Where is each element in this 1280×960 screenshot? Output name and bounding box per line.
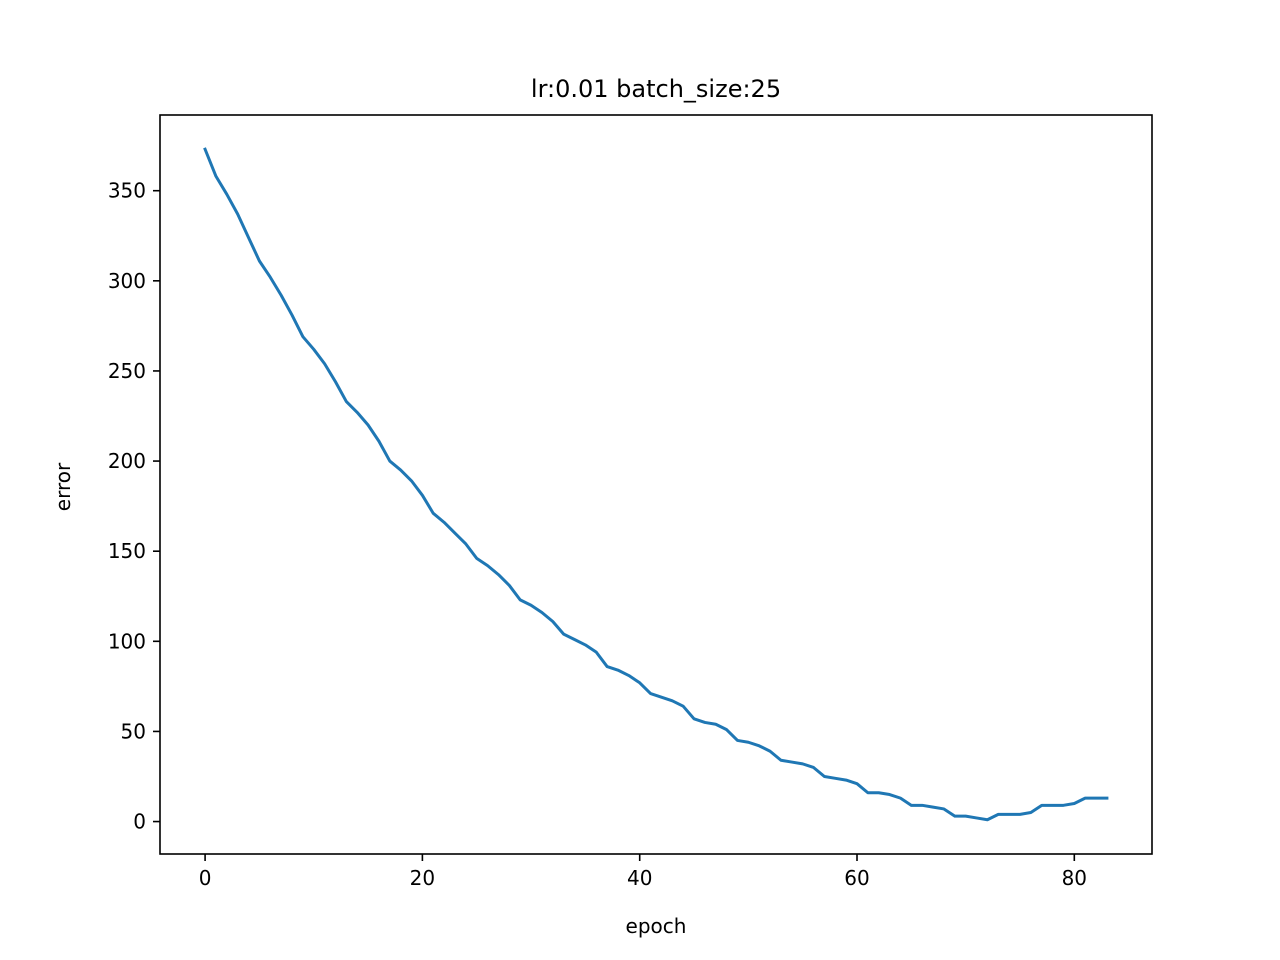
y-tick-label: 250 [108,359,146,383]
chart-title: lr:0.01 batch_size:25 [531,75,781,103]
y-tick-label: 100 [108,629,146,653]
y-axis-label: error [51,462,75,511]
x-axis-label: epoch [626,914,687,938]
y-tick-label: 50 [121,719,146,743]
y-tick-label: 300 [108,269,146,293]
x-tick-label: 40 [627,866,652,890]
y-tick-label: 150 [108,539,146,563]
x-tick-label: 60 [844,866,869,890]
y-tick-label: 350 [108,179,146,203]
plot-frame [159,114,1153,855]
error-series-line [203,147,1109,822]
y-tick-label: 0 [133,810,146,834]
x-tick-label: 20 [410,866,435,890]
plot-area [203,147,1109,822]
x-tick-label: 0 [199,866,212,890]
x-tick-label: 80 [1062,866,1087,890]
y-tick-label: 200 [108,449,146,473]
